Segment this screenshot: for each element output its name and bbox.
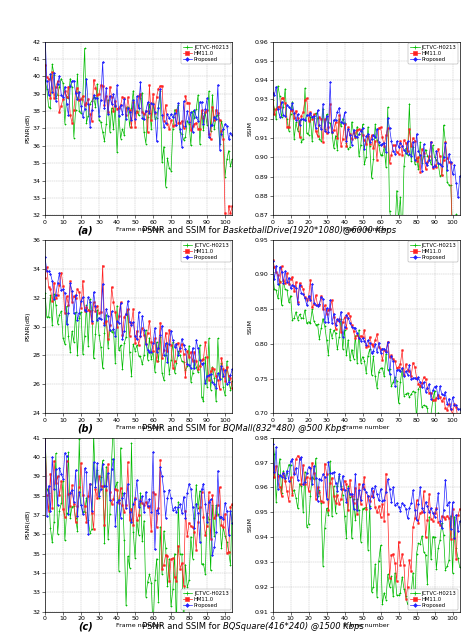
- Text: BQSquare(416*240) @1500 Kbps: BQSquare(416*240) @1500 Kbps: [223, 622, 364, 631]
- Text: BQMall(832*480) @500 Kbps: BQMall(832*480) @500 Kbps: [223, 424, 346, 433]
- Legend: JCTVC-H0213, HM11.0, Proposed: JCTVC-H0213, HM11.0, Proposed: [181, 589, 231, 610]
- Text: (b): (b): [77, 423, 93, 433]
- Y-axis label: PSNR(dB): PSNR(dB): [26, 510, 31, 539]
- Text: BasketballDrive(1920*1080)@6000 Kbps: BasketballDrive(1920*1080)@6000 Kbps: [223, 226, 396, 235]
- Text: PSNR and SSIM for: PSNR and SSIM for: [142, 226, 223, 235]
- Text: PSNR and SSIM for: PSNR and SSIM for: [142, 424, 223, 433]
- Legend: JCTVC-H0213, HM11.0, Proposed: JCTVC-H0213, HM11.0, Proposed: [408, 241, 458, 262]
- Y-axis label: SSIM: SSIM: [247, 517, 253, 532]
- X-axis label: Frame number: Frame number: [116, 227, 162, 231]
- X-axis label: Frame number: Frame number: [343, 227, 389, 231]
- X-axis label: Frame number: Frame number: [343, 623, 389, 627]
- Y-axis label: PSNR(dB): PSNR(dB): [26, 114, 31, 143]
- Y-axis label: PSNR(dB): PSNR(dB): [26, 312, 31, 341]
- X-axis label: Frame number: Frame number: [116, 425, 162, 429]
- Legend: JCTVC-H0213, HM11.0, Proposed: JCTVC-H0213, HM11.0, Proposed: [408, 589, 458, 610]
- Y-axis label: SSIM: SSIM: [247, 319, 253, 334]
- Legend: JCTVC-H0213, HM11.0, Proposed: JCTVC-H0213, HM11.0, Proposed: [181, 43, 231, 64]
- X-axis label: Frame number: Frame number: [116, 623, 162, 627]
- Text: PSNR and SSIM for: PSNR and SSIM for: [142, 622, 223, 631]
- Text: (c): (c): [78, 621, 93, 631]
- Legend: JCTVC-H0213, HM11.0, Proposed: JCTVC-H0213, HM11.0, Proposed: [408, 43, 458, 64]
- X-axis label: Frame number: Frame number: [343, 425, 389, 429]
- Text: (a): (a): [78, 225, 93, 235]
- Y-axis label: SSIM: SSIM: [247, 121, 253, 136]
- Legend: JCTVC-H0213, HM11.0, Proposed: JCTVC-H0213, HM11.0, Proposed: [181, 241, 231, 262]
